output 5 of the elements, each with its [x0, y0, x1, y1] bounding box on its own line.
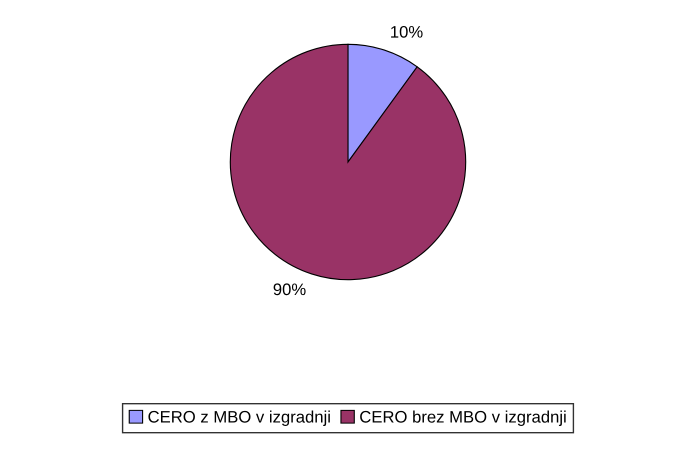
legend-label: CERO z MBO v izgradnji	[148, 410, 330, 426]
data-label: 10%	[391, 26, 423, 38]
legend-label: CERO brez MBO v izgradnji	[360, 410, 566, 426]
data-label: 90%	[274, 283, 306, 296]
pie-slice	[230, 44, 466, 280]
